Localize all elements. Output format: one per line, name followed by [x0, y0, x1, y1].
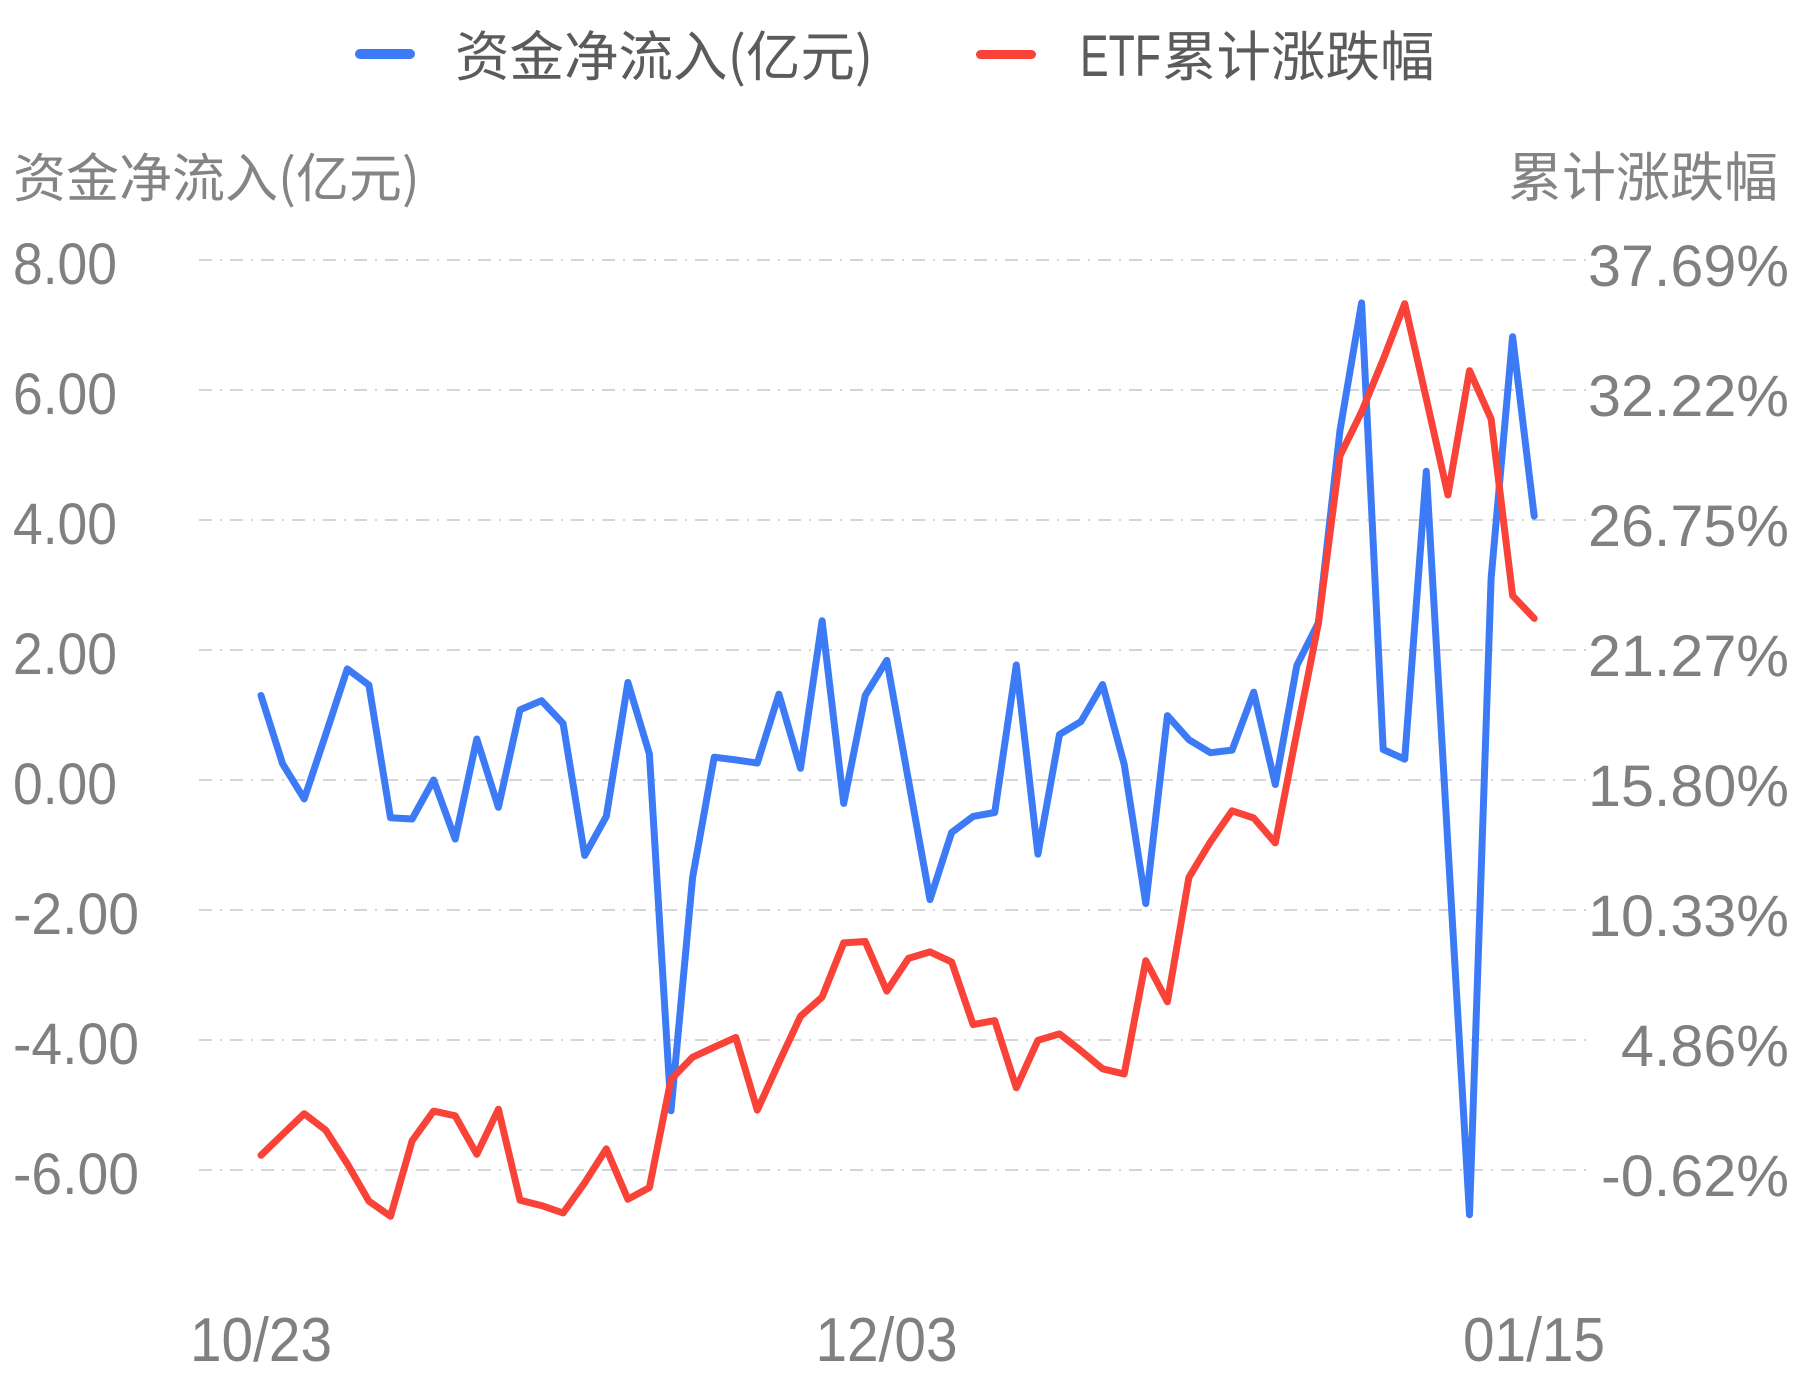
- svg-text:32.22%: 32.22%: [1588, 364, 1789, 429]
- svg-text:ETF: ETF: [1080, 24, 1161, 89]
- svg-text:0.00: 0.00: [13, 752, 117, 817]
- svg-text:10/23: 10/23: [190, 1306, 332, 1375]
- svg-text:26.75%: 26.75%: [1588, 494, 1789, 559]
- svg-text:15.80%: 15.80%: [1588, 754, 1789, 819]
- svg-text:8.00: 8.00: [13, 232, 117, 297]
- svg-text:4.86%: 4.86%: [1621, 1014, 1789, 1079]
- svg-text:-0.62%: -0.62%: [1601, 1144, 1789, 1209]
- svg-text:37.69%: 37.69%: [1588, 234, 1789, 299]
- svg-text:2.00: 2.00: [13, 622, 117, 687]
- svg-text:-2.00: -2.00: [13, 882, 139, 947]
- svg-text:21.27%: 21.27%: [1588, 624, 1789, 689]
- svg-text:12/03: 12/03: [816, 1306, 958, 1375]
- svg-text:-4.00: -4.00: [13, 1012, 139, 1077]
- svg-text:01/15: 01/15: [1463, 1306, 1605, 1375]
- svg-text:4.00: 4.00: [13, 492, 117, 557]
- svg-text:6.00: 6.00: [13, 362, 117, 427]
- svg-text:10.33%: 10.33%: [1588, 884, 1789, 949]
- svg-text:-6.00: -6.00: [13, 1142, 139, 1207]
